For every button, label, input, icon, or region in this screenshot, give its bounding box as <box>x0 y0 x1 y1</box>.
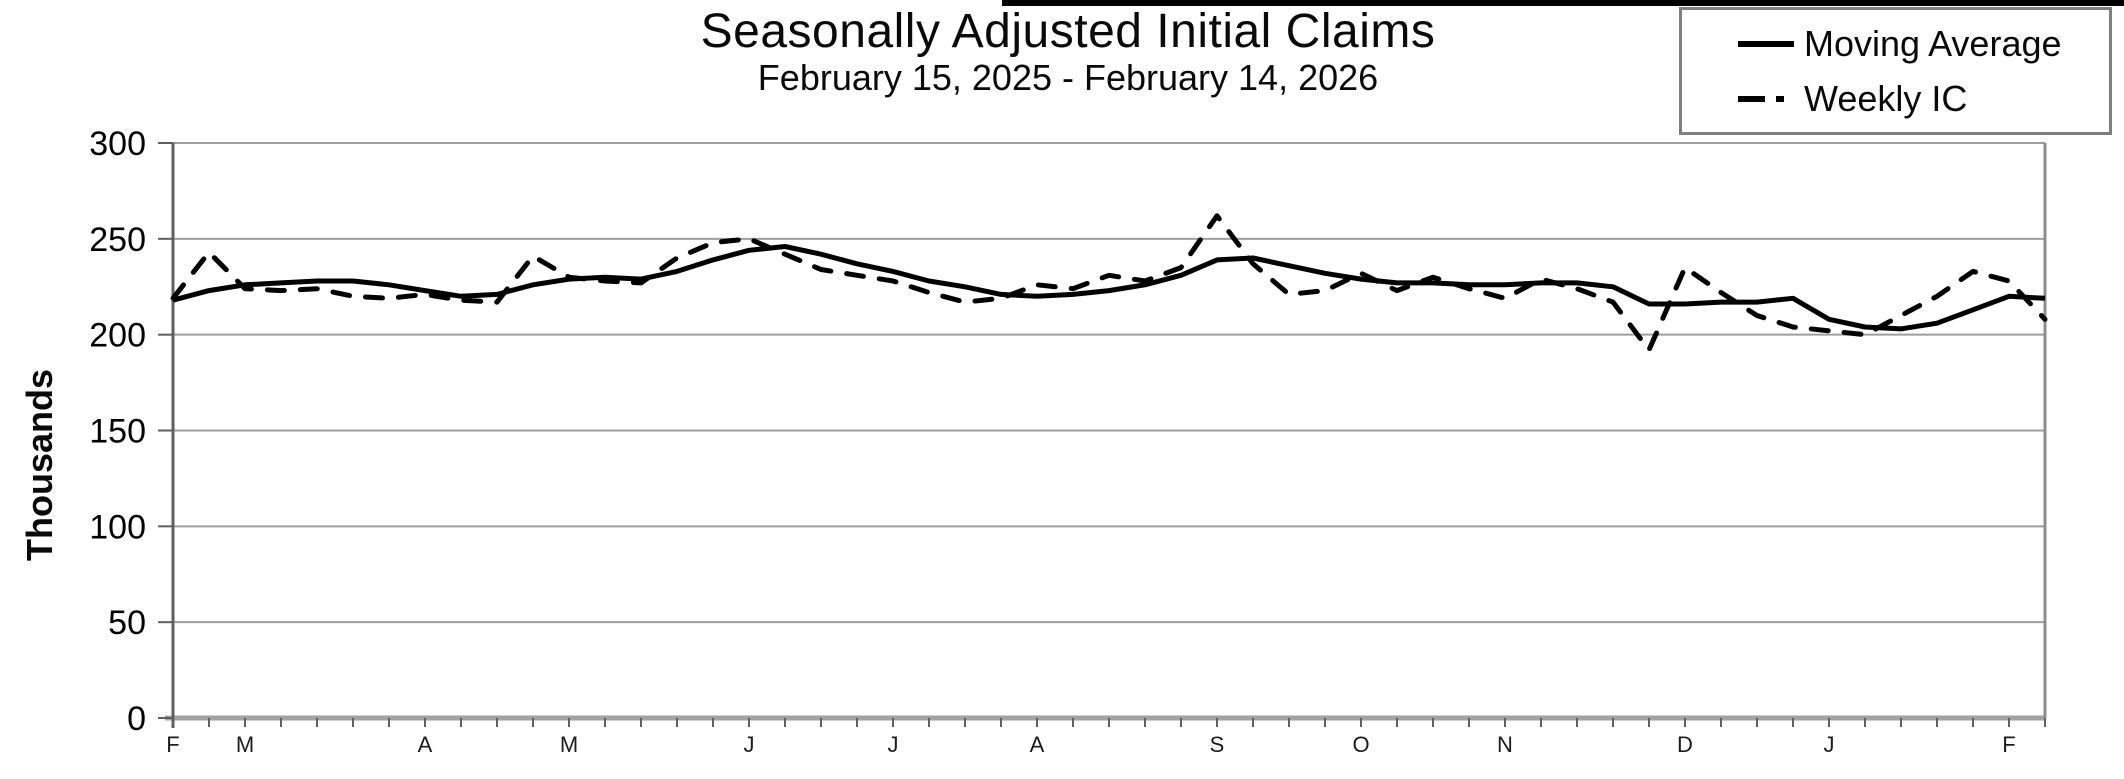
legend-label-weekly-ic: Weekly IC <box>1804 77 1968 119</box>
y-tick-label: 300 <box>89 125 146 163</box>
month-label-A: A <box>418 732 433 757</box>
y-tick-label: 100 <box>89 508 146 546</box>
top-edge-bar <box>1002 0 2124 6</box>
month-label-J: J <box>744 732 755 757</box>
y-tick-label: 250 <box>89 221 146 259</box>
month-label-S: S <box>1210 732 1225 757</box>
dashed-line-sample-icon <box>1738 95 1804 102</box>
chart-title: Seasonally Adjusted Initial Claims <box>700 5 1436 58</box>
y-tick-label: 50 <box>108 604 146 642</box>
month-label-A: A <box>1030 732 1045 757</box>
month-label-D: D <box>1677 732 1693 757</box>
month-label-O: O <box>1352 732 1369 757</box>
chart-header: Seasonally Adjusted Initial Claims Febru… <box>701 6 1436 98</box>
y-tick-label: 0 <box>127 700 146 738</box>
chart-legend: Moving Average Weekly IC <box>1679 7 2112 135</box>
month-label-J: J <box>1824 732 1835 757</box>
legend-item-weekly-ic: Weekly IC <box>1738 78 2109 120</box>
solid-line-sample-icon <box>1738 40 1804 47</box>
month-label-F: F <box>2002 732 2015 757</box>
month-label-F: F <box>166 732 179 757</box>
y-tick-label: 150 <box>89 413 146 451</box>
legend-item-moving-average: Moving Average <box>1738 23 2109 65</box>
y-tick-label: 200 <box>89 317 146 355</box>
legend-label-moving-average: Moving Average <box>1804 22 2062 64</box>
month-label-N: N <box>1497 732 1513 757</box>
month-label-J: J <box>888 732 899 757</box>
month-label-M: M <box>236 732 254 757</box>
month-label-M: M <box>560 732 578 757</box>
series-weekly-ic <box>170 213 2048 353</box>
chart-subtitle: February 15, 2025 - February 14, 2026 <box>757 57 1379 98</box>
